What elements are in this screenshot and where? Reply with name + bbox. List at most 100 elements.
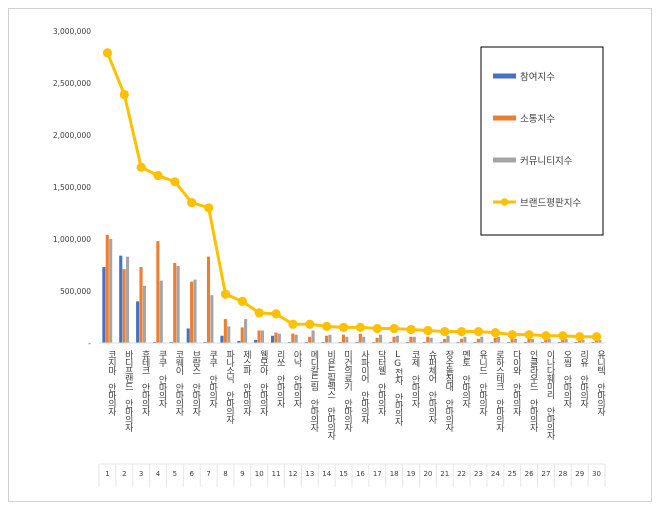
bar-1-5 xyxy=(169,341,173,343)
bar-2-5 xyxy=(173,262,177,343)
legend-swatch-3 xyxy=(493,157,516,163)
bar-1-9 xyxy=(237,340,241,343)
x-category-label: 웰모아 안마의자 xyxy=(258,350,268,417)
x-rank-label: 16 xyxy=(356,470,365,478)
x-category-label: 아낙 안마의자 xyxy=(291,350,301,409)
legend-label-4: 브랜드평판지수 xyxy=(520,198,581,209)
line-point-23 xyxy=(473,326,484,337)
x-rank-label: 4 xyxy=(156,470,161,478)
bar-2-19 xyxy=(409,336,413,343)
line-point-24 xyxy=(490,328,500,338)
x-rank-label: 7 xyxy=(206,470,210,478)
y-tick-label: 1,500,000 xyxy=(53,183,91,192)
x-rank-label: 3 xyxy=(139,470,143,478)
bar-1-25 xyxy=(507,341,511,343)
x-category-label: 인클라우드 안마의자 xyxy=(528,350,538,433)
bar-1-8 xyxy=(220,335,224,343)
y-tick-label: 500,000 xyxy=(60,287,91,296)
x-rank-label: 29 xyxy=(575,470,584,478)
line-point-26 xyxy=(524,330,534,340)
x-category-label: 닥터웰 안마의자 xyxy=(376,350,386,417)
x-category-label: LG전자 안마의자 xyxy=(393,350,403,427)
bar-1-3 xyxy=(136,301,140,343)
bar-3-18 xyxy=(395,335,399,343)
bar-3-21 xyxy=(446,335,450,343)
bar-1-28 xyxy=(557,341,561,343)
bar-1-10 xyxy=(254,339,258,343)
line-point-1 xyxy=(102,48,113,58)
x-rank-label: 5 xyxy=(173,470,177,478)
bar-3-16 xyxy=(362,336,366,343)
x-rank-label: 9 xyxy=(240,470,244,478)
bar-3-27 xyxy=(547,338,551,343)
bar-3-20 xyxy=(429,337,433,343)
x-rank-label: 30 xyxy=(592,470,601,478)
bar-1-1 xyxy=(102,267,106,343)
bar-1-23 xyxy=(473,341,477,343)
bar-2-26 xyxy=(527,338,531,343)
x-category-label: 유니드 안마의자 xyxy=(477,350,487,417)
line-point-11 xyxy=(271,309,281,319)
x-category-label: 코웨이 안마의자 xyxy=(173,350,183,417)
chart: - 500,000 1,000,000 1,500,000 2,000,000 2,500… xyxy=(53,27,606,487)
x-category-label: 장수돌침대 안마의자 xyxy=(443,350,453,433)
x-rank-label: 21 xyxy=(440,470,449,478)
bar-1-20 xyxy=(422,341,426,343)
line-point-16 xyxy=(355,322,366,332)
chart-frame: - 500,000 1,000,000 1,500,000 2,000,000 2,500… xyxy=(8,8,652,502)
x-rank-label: 13 xyxy=(305,470,314,478)
x-rank-label: 26 xyxy=(525,470,534,478)
bar-3-14 xyxy=(328,334,332,343)
bar-3-9 xyxy=(244,319,248,343)
bar-3-30 xyxy=(598,339,602,343)
legend-label-1: 참여지수 xyxy=(520,71,555,83)
x-rank-label: 11 xyxy=(272,470,281,478)
x-rank-label: 19 xyxy=(407,470,416,478)
x-rank-label: 24 xyxy=(491,470,500,478)
y-tick-label: 1,000,000 xyxy=(53,235,91,244)
line-point-17 xyxy=(372,323,382,334)
bar-2-1 xyxy=(105,234,109,343)
legend-label-3: 커뮤니티지수 xyxy=(520,156,573,167)
bar-1-24 xyxy=(490,341,494,343)
bar-1-30 xyxy=(591,341,595,343)
bar-1-13 xyxy=(304,341,308,343)
bar-1-22 xyxy=(456,341,460,343)
x-category-label: 바디프랜드 안마의자 xyxy=(123,350,133,433)
bar-1-18 xyxy=(389,341,393,343)
bar-1-19 xyxy=(405,341,410,343)
bar-2-24 xyxy=(493,337,497,343)
x-category-label: 다이와 안마의자 xyxy=(511,350,521,417)
x-category-label: 로하스테크 안마의자 xyxy=(494,350,504,433)
x-rank-label: 27 xyxy=(542,470,551,478)
x-rank-label: 17 xyxy=(373,470,382,478)
bar-2-9 xyxy=(240,327,244,343)
bar-3-15 xyxy=(345,336,349,343)
bar-3-3 xyxy=(142,285,146,343)
x-category-label: 비욘드릴렉스 안마의자 xyxy=(325,350,335,441)
bar-3-17 xyxy=(379,334,383,343)
line-point-25 xyxy=(507,330,517,340)
bar-3-7 xyxy=(210,295,214,343)
line-series-group xyxy=(102,48,602,342)
x-rank-label: 10 xyxy=(255,470,264,478)
x-category-label: 쿠쿠 안마의자 xyxy=(207,350,217,409)
x-category-label: 휴테크 안마의자 xyxy=(140,350,150,417)
line-point-22 xyxy=(457,326,467,337)
x-rank-label: 1 xyxy=(105,470,109,478)
x-category-label: 파나소닉 안마의자 xyxy=(224,350,234,425)
x-rank-label: 14 xyxy=(322,470,331,478)
x-rank-label: 12 xyxy=(289,470,298,478)
y-tick-label: 3,000,000 xyxy=(53,27,91,36)
bar-2-6 xyxy=(190,281,194,343)
bar-2-23 xyxy=(476,338,480,343)
bar-3-8 xyxy=(227,326,231,343)
bar-2-16 xyxy=(358,333,362,343)
line-point-20 xyxy=(423,325,433,336)
x-category-label: 리쏘 안마의자 xyxy=(275,350,285,409)
line-point-27 xyxy=(541,331,551,341)
bar-3-25 xyxy=(513,338,518,343)
legend-swatch-marker xyxy=(500,198,509,206)
legend-swatch-2 xyxy=(493,115,516,121)
x-rank-label: 22 xyxy=(457,470,466,478)
